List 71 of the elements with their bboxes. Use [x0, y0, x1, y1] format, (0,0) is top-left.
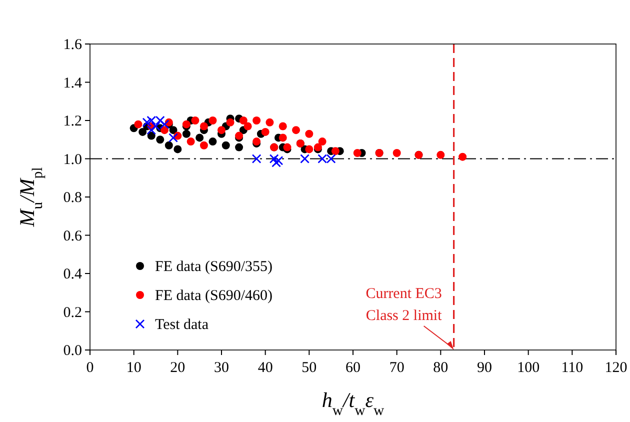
y-tick-label: 1.0	[63, 152, 82, 168]
point	[226, 118, 234, 126]
point	[156, 136, 164, 144]
point	[164, 141, 173, 150]
point	[353, 149, 362, 158]
x-tick-label: 0	[86, 360, 94, 376]
x-tick-label: 70	[389, 360, 404, 376]
x-tick-label: 90	[477, 360, 492, 376]
point	[272, 158, 281, 168]
point	[274, 156, 284, 166]
x-tick-label: 10	[126, 360, 142, 376]
point	[186, 138, 195, 146]
point	[208, 116, 217, 124]
legend-label: Test data	[155, 317, 209, 333]
point	[300, 154, 310, 164]
x-tick-label: 30	[214, 360, 229, 376]
point	[278, 134, 287, 142]
point	[200, 122, 208, 130]
point	[160, 126, 169, 134]
point	[244, 122, 252, 130]
point	[252, 154, 262, 164]
point	[138, 128, 147, 136]
y-tick-label: 0.0	[63, 343, 82, 359]
y-tick-label: 0.6	[63, 228, 82, 244]
point	[392, 149, 401, 158]
point	[142, 118, 152, 128]
point	[252, 116, 261, 124]
point	[168, 133, 178, 142]
point	[196, 134, 204, 142]
x-tick-label: 20	[170, 360, 186, 376]
y-tick-label: 1.2	[63, 114, 82, 130]
point	[266, 118, 274, 126]
y-tick-label: 1.6	[63, 37, 82, 53]
point	[436, 150, 445, 159]
y-tick-label: 0.4	[63, 266, 82, 282]
y-tick-label: 1.4	[63, 75, 82, 92]
x-tick-label: 60	[346, 360, 360, 376]
point	[261, 128, 270, 136]
x-tick-label: 120	[604, 360, 628, 376]
point	[318, 138, 326, 146]
point	[305, 130, 314, 138]
point	[292, 126, 300, 134]
point	[331, 147, 340, 156]
point	[458, 152, 467, 161]
ref-line-label: Current EC3 Class 2 limit	[366, 286, 443, 324]
legend-label: FE data (S690/460)	[155, 288, 272, 304]
point	[239, 116, 248, 124]
point	[222, 141, 230, 150]
point	[174, 145, 182, 154]
point	[269, 154, 279, 164]
point	[218, 126, 226, 134]
x-tick-label: 80	[433, 360, 448, 376]
point	[147, 132, 156, 140]
point	[169, 126, 178, 134]
point	[200, 141, 208, 150]
x-tick-label: 100	[517, 360, 540, 376]
point	[182, 130, 190, 138]
point	[191, 116, 200, 124]
legend-label: FE data (S690/355)	[155, 259, 272, 275]
point	[208, 138, 217, 146]
point	[305, 145, 314, 154]
point	[278, 122, 287, 130]
y-tick-label: 0.2	[63, 304, 82, 321]
x-axis-title: h$_{w}$/t$_{w}$ε$_{w}$	[322, 388, 385, 419]
y-tick-label: 0.8	[63, 190, 82, 206]
point	[235, 143, 244, 152]
x-tick-label: 40	[258, 360, 273, 376]
point	[146, 125, 156, 135]
x-tick-label: 50	[302, 360, 317, 376]
x-tick-label: 110	[561, 360, 584, 376]
point	[134, 120, 142, 128]
